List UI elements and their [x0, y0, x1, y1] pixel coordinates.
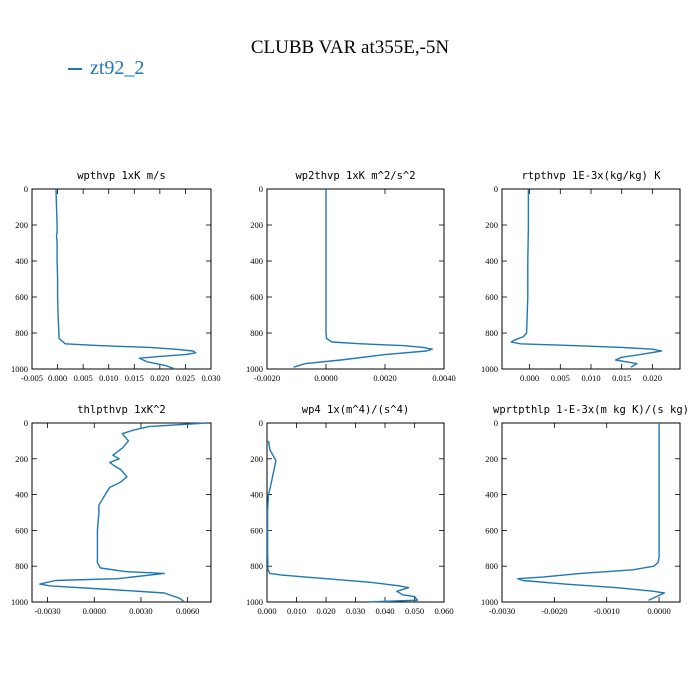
subplot-2: wp2thvp 1xK m^2/s^2 -0.0020 0.0000 0.0020 0.… — [246, 170, 456, 383]
y-tick-label: 1000 — [481, 597, 498, 607]
x-tick-label: 0.015 — [125, 373, 144, 383]
subplot-5: wp4 1x(m^4)/(s^4) 0.000 0.010 0.020 0.030 0.0… — [246, 404, 454, 616]
x-tick-label: 0.005 — [74, 373, 93, 383]
y-tick-label: 800 — [15, 328, 28, 338]
y-tick-label: 600 — [485, 292, 498, 302]
x-tick-label: 0.015 — [612, 373, 631, 383]
y-tick-label: 400 — [15, 490, 28, 500]
y-tick-label: 600 — [485, 525, 498, 535]
x-tick-label: 0.010 — [99, 373, 118, 383]
series-line-zt92_2 — [55, 188, 197, 370]
y-tick-label: 400 — [485, 256, 498, 266]
x-tick-label: 0.0000 — [647, 606, 670, 616]
series-line-zt92_2 — [517, 423, 665, 601]
x-tick-label: 0.010 — [287, 606, 306, 616]
y-tick-label: 1000 — [11, 597, 28, 607]
y-tick-label: 1000 — [11, 364, 28, 374]
plot-frame — [31, 188, 212, 370]
x-tick-label: 0.020 — [643, 373, 662, 383]
y-tick-label: 200 — [250, 220, 263, 230]
y-tick-label: 400 — [15, 256, 28, 266]
series-line-zt92_2 — [510, 189, 663, 368]
legend-line-swatch — [68, 67, 82, 70]
y-tick-label: 800 — [250, 561, 263, 571]
subplot-6: wprtpthlp 1-E-3x(m kg K)/(s kg) -0.0030 -0… — [481, 404, 689, 616]
x-tick-label: 0.000 — [520, 373, 539, 383]
x-tick-label: 0.0030 — [129, 606, 152, 616]
y-tick-label: 0 — [24, 184, 28, 194]
y-tick-label: 1000 — [246, 364, 263, 374]
y-tick-label: 400 — [250, 256, 263, 266]
x-tick-label: -0.0030 — [34, 606, 60, 616]
x-tick-label: 0.000 — [257, 606, 276, 616]
plot-frame — [31, 422, 212, 603]
plot-frame — [266, 188, 445, 370]
y-tick-label: 200 — [250, 454, 263, 464]
x-tick-label: -0.0030 — [489, 606, 515, 616]
y-tick-label: 600 — [15, 292, 28, 302]
plot-frame — [266, 422, 445, 603]
y-tick-label: 400 — [485, 490, 498, 500]
y-tick-label: 0 — [259, 184, 263, 194]
y-tick-label: 200 — [15, 454, 28, 464]
y-tick-label: 200 — [15, 220, 28, 230]
y-tick-label: 600 — [250, 292, 263, 302]
x-tick-label: 0.0040 — [432, 373, 455, 383]
legend-label: zt92_2 — [90, 57, 145, 79]
y-tick-label: 800 — [485, 561, 498, 571]
y-tick-label: 400 — [250, 490, 263, 500]
y-tick-label: 600 — [15, 525, 28, 535]
y-tick-label: 0 — [494, 418, 498, 428]
y-tick-label: 800 — [15, 561, 28, 571]
subplot-title: thlpthvp 1xK^2 — [77, 404, 166, 416]
subplot-title: rtpthvp 1E-3x(kg/kg) K — [521, 170, 661, 182]
y-tick-label: 200 — [485, 454, 498, 464]
x-tick-label: 0.0000 — [83, 606, 106, 616]
x-tick-label: 0.005 — [551, 373, 570, 383]
figure-title: CLUBB VAR at355E,-5N — [250, 37, 450, 58]
y-tick-label: 600 — [250, 525, 263, 535]
x-tick-label: 0.060 — [434, 606, 453, 616]
subplot-title: wp4 1x(m^4)/(s^4) — [302, 404, 409, 416]
x-tick-label: 0.000 — [48, 373, 67, 383]
y-tick-label: 0 — [24, 418, 28, 428]
series-line-zt92_2 — [39, 422, 207, 603]
x-tick-label: 0.030 — [201, 373, 220, 383]
x-tick-label: -0.0010 — [594, 606, 620, 616]
y-tick-label: 1000 — [481, 364, 498, 374]
legend: zt92_2 — [68, 57, 144, 80]
series-line-zt92_2 — [293, 189, 433, 368]
x-tick-label: -0.0020 — [254, 373, 280, 383]
subplot-1: wpthvp 1xK m/s -0.005 0.000 0.005 0.010 0.015… — [11, 170, 221, 383]
x-tick-label: 0.050 — [405, 606, 424, 616]
y-tick-label: 800 — [485, 328, 498, 338]
x-tick-label: 0.0000 — [314, 373, 337, 383]
y-tick-label: 800 — [250, 328, 263, 338]
y-tick-label: 0 — [259, 418, 263, 428]
series-line-zt92_2 — [266, 440, 419, 603]
x-tick-label: 0.0060 — [176, 606, 199, 616]
subplot-title: wpthvp 1xK m/s — [77, 170, 166, 182]
x-tick-label: 0.030 — [346, 606, 365, 616]
plot-frame — [501, 422, 681, 603]
y-tick-label: 0 — [494, 184, 498, 194]
y-tick-label: 200 — [485, 220, 498, 230]
subplot-title: wp2thvp 1xK m^2/s^2 — [295, 170, 415, 182]
x-tick-label: 0.010 — [581, 373, 600, 383]
subplot-4: thlpthvp 1xK^2 -0.0030 0.0000 0.0030 0.0060 0… — [11, 404, 212, 616]
x-tick-label: -0.005 — [21, 373, 43, 383]
subplot-3: rtpthvp 1E-3x(kg/kg) K 0.000 0.005 0.010 0.0… — [481, 170, 681, 383]
x-tick-label: 0.025 — [176, 373, 195, 383]
y-tick-label: 1000 — [246, 597, 263, 607]
x-tick-label: 0.0020 — [373, 373, 396, 383]
x-tick-label: 0.020 — [150, 373, 169, 383]
subplot-title: wprtpthlp 1-E-3x(m kg K)/(s kg) — [493, 404, 689, 416]
x-tick-label: 0.040 — [375, 606, 394, 616]
x-tick-label: -0.0020 — [541, 606, 567, 616]
x-tick-label: 0.020 — [316, 606, 335, 616]
